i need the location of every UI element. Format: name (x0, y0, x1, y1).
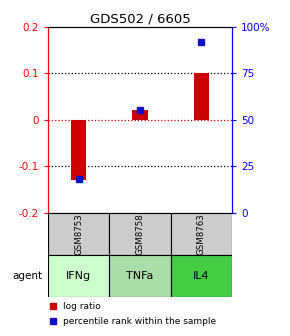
Text: TNFa: TNFa (126, 271, 154, 281)
Text: log ratio: log ratio (63, 302, 100, 311)
Bar (71, 120, 86, 180)
Bar (171, 213, 232, 255)
Text: GSM8758: GSM8758 (135, 213, 144, 255)
Title: GDS502 / 6605: GDS502 / 6605 (90, 13, 190, 26)
Text: GSM8753: GSM8753 (74, 213, 83, 255)
Text: agent: agent (13, 271, 43, 281)
Bar (132, 111, 148, 120)
Bar (48, 255, 109, 297)
Bar (194, 73, 209, 120)
Bar (109, 213, 171, 255)
Text: percentile rank within the sample: percentile rank within the sample (63, 317, 216, 326)
Bar (109, 255, 171, 297)
Text: IFNg: IFNg (66, 271, 91, 281)
Bar (48, 213, 109, 255)
Text: GSM8763: GSM8763 (197, 213, 206, 255)
Text: IL4: IL4 (193, 271, 210, 281)
Bar (171, 255, 232, 297)
